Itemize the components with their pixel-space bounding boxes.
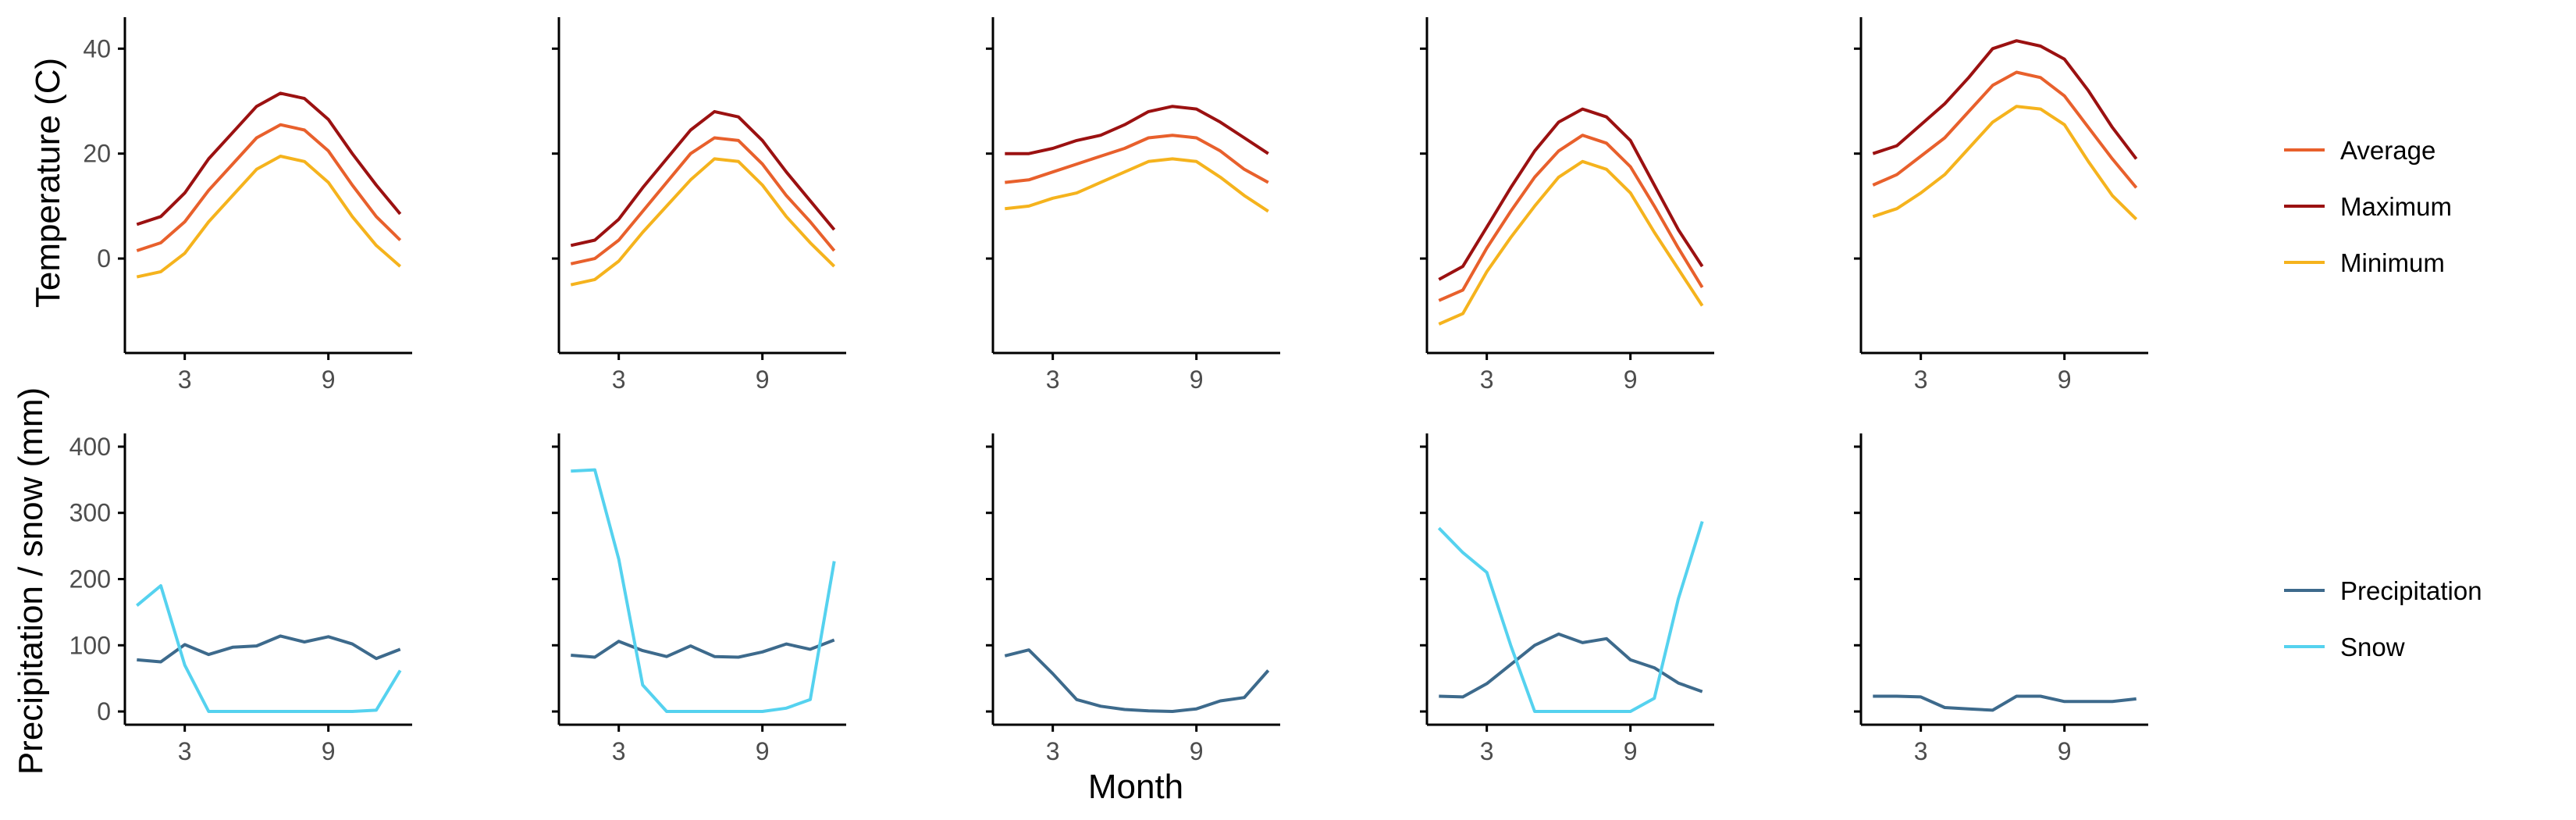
y-tick-label: 0 (97, 697, 111, 726)
x-tick-label: 3 (1914, 737, 1928, 765)
x-tick-label: 9 (322, 737, 336, 765)
y-tick-label: 400 (69, 433, 111, 461)
series-line-snow (1437, 521, 1704, 713)
temperature-panel-1: 0 20 40 3 9 (83, 17, 412, 394)
x-tick-label: 3 (1914, 365, 1928, 394)
legend-item-precipitation: Precipitation (2284, 576, 2482, 605)
x-tick-label: 9 (1190, 737, 1204, 765)
series-line-maximum (1005, 105, 1269, 155)
series-line-maximum (1438, 107, 1704, 281)
x-tick-label: 9 (1624, 737, 1638, 765)
x-axis-title: Month (1088, 768, 1183, 806)
y-tick-label: 200 (69, 565, 111, 594)
y-tick-label: 40 (83, 34, 111, 62)
series-line-minimum (1872, 105, 2138, 221)
legend-item-snow: Snow (2284, 633, 2405, 661)
series-line-precipitation (1439, 632, 1703, 699)
legend-label: Precipitation (2340, 576, 2482, 605)
x-tick-label: 9 (2058, 737, 2072, 765)
temperature-axis-title: Temperature (C) (29, 58, 67, 308)
series-line-average (1005, 134, 1269, 184)
series-line-maximum (136, 91, 402, 226)
legend-item-average: Average (2284, 136, 2435, 165)
series-line-maximum (1872, 39, 2138, 160)
x-tick-label: 9 (756, 365, 770, 394)
series-line-precipitation (1873, 694, 2137, 712)
x-tick-label: 9 (2058, 365, 2072, 394)
y-tick-label: 20 (83, 140, 111, 168)
series-line-snow (571, 468, 836, 713)
legend-label: Maximum (2340, 192, 2452, 221)
series-line-average (1872, 70, 2138, 189)
series-line-minimum (1005, 157, 1269, 213)
x-tick-label: 3 (178, 365, 192, 394)
series-line-precipitation (1004, 648, 1270, 713)
y-tick-label: 300 (69, 499, 111, 527)
x-tick-label: 3 (1046, 365, 1060, 394)
x-tick-label: 3 (612, 365, 626, 394)
series-line-average (570, 136, 836, 266)
temperature-legend: Average Maximum Minimum (2284, 136, 2452, 277)
x-tick-label: 3 (1046, 737, 1060, 765)
x-tick-label: 9 (1190, 365, 1204, 394)
series-line-precipitation (571, 638, 835, 659)
x-tick-label: 3 (1480, 737, 1494, 765)
precipitation-legend: Precipitation Snow (2284, 576, 2482, 661)
series-line-snow (136, 584, 402, 713)
legend-label: Minimum (2340, 248, 2445, 277)
series-line-average (136, 123, 402, 252)
series-line-minimum (570, 157, 836, 287)
x-tick-label: 3 (612, 737, 626, 765)
precipitation-panel-1: 0 100 200 300 400 3 9 (69, 433, 412, 765)
x-tick-label: 3 (1480, 365, 1494, 394)
series-line-average (1438, 134, 1704, 302)
legend-item-maximum: Maximum (2284, 192, 2452, 221)
series-line-maximum (570, 109, 836, 248)
y-tick-label: 100 (69, 631, 111, 659)
x-tick-label: 9 (756, 737, 770, 765)
legend-item-minimum: Minimum (2284, 248, 2445, 277)
legend-label: Average (2340, 136, 2435, 165)
x-tick-label: 3 (178, 737, 192, 765)
series-line-minimum (1438, 159, 1704, 326)
precipitation-axis-title: Precipitation / snow (mm) (12, 387, 50, 775)
x-tick-label: 9 (1624, 365, 1638, 394)
y-tick-label: 0 (97, 244, 111, 273)
legend-label: Snow (2340, 633, 2405, 661)
series-line-minimum (136, 155, 402, 279)
x-tick-label: 9 (322, 365, 336, 394)
